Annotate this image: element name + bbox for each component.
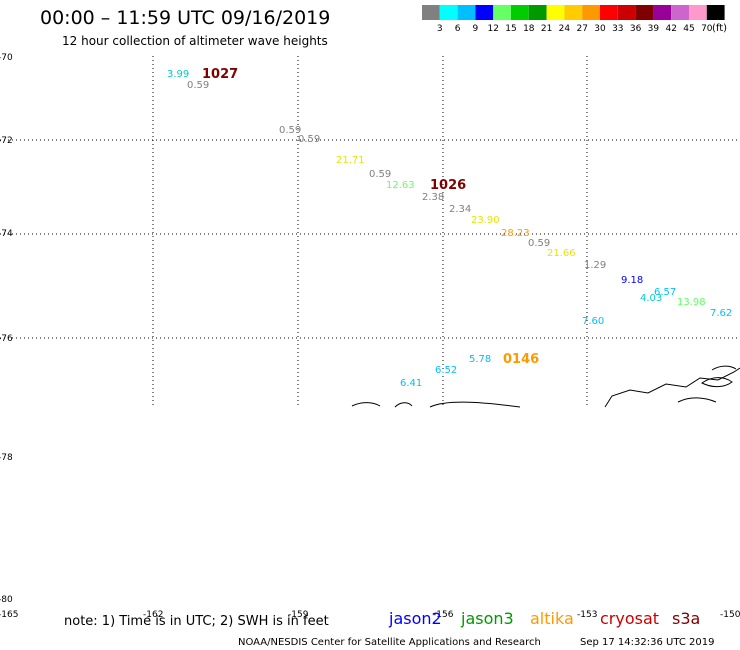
colorbar-swatch (493, 5, 511, 20)
pass-time-label: 0146 (503, 352, 539, 367)
coastline-segment (429, 401, 521, 408)
wave-height-value: 0.59 (298, 134, 320, 145)
map-subtitle: 12 hour collection of altimeter wave hei… (62, 34, 328, 48)
satellite-altika: altika (530, 609, 574, 628)
lon-label: -150 (720, 610, 740, 620)
wave-height-value: 9.18 (621, 275, 643, 286)
wave-height-value: 2.38 (422, 192, 444, 203)
lat-label: -78 (0, 453, 13, 463)
wave-height-value: 7.62 (710, 308, 732, 319)
colorbar-swatch (600, 5, 618, 20)
footer-note: note: 1) Time is in UTC; 2) SWH is in fe… (64, 614, 329, 629)
colorbar-swatch (653, 5, 672, 20)
colorbar-label: 3 (437, 24, 443, 34)
colorbar-swatch (475, 5, 494, 20)
colorbar-swatch (528, 5, 547, 20)
colorbar-label: 33 (612, 24, 623, 34)
colorbar-label: 9 (473, 24, 479, 34)
colorbar-label: 27 (576, 24, 587, 34)
colorbar-label: 12 (487, 24, 498, 34)
coastline-segment (394, 402, 413, 408)
lon-label: -165 (0, 610, 18, 620)
lon-label: -156 (433, 610, 454, 620)
colorbar-label: 21 (541, 24, 552, 34)
colorbar-swatch (706, 5, 725, 20)
satellite-jason3: jason3 (460, 609, 514, 628)
pass-time-labels: 1027 1026 0146 (202, 67, 539, 367)
credit-line: NOAA/NESDIS Center for Satellite Applica… (238, 637, 541, 648)
colorbar-label: 15 (505, 24, 516, 34)
wave-height-value: 21.66 (547, 248, 576, 259)
lat-label: -74 (0, 229, 13, 239)
coastline-segment (351, 402, 381, 407)
wave-height-value: 21.71 (336, 155, 365, 166)
lat-label: -72 (0, 136, 13, 146)
lat-label: -80 (0, 595, 13, 605)
coastline-segment (604, 367, 740, 408)
pass-time-label: 1026 (430, 178, 466, 193)
colorbar-swatch (457, 5, 476, 20)
wave-height-value: 7.60 (582, 316, 604, 327)
wave-height-value: 2.34 (449, 204, 471, 215)
pass-time-label: 1027 (202, 67, 238, 82)
satellite-legend: jason2 jason3 altika cryosat s3a (388, 609, 700, 628)
colorbar-swatch (439, 5, 458, 20)
colorbar-swatch (582, 5, 600, 20)
coastline-segment (677, 397, 717, 403)
satellite-jason2: jason2 (388, 609, 442, 628)
colorbar-swatch (635, 5, 654, 20)
lat-label: -76 (0, 334, 13, 344)
colorbar-swatch (689, 5, 707, 20)
wave-height-value: 3.99 (167, 69, 189, 80)
generated-timestamp: Sep 17 14:32:36 UTC 2019 (580, 637, 714, 648)
satellite-s3a: s3a (672, 609, 700, 628)
wave-height-value: 23.90 (471, 215, 500, 226)
lon-label: -162 (143, 610, 163, 620)
wave-height-value: 13.98 (677, 297, 706, 308)
colorbar-label: 18 (523, 24, 535, 34)
colorbar-label: 42 (665, 24, 676, 34)
colorbar-swatch (422, 5, 440, 20)
wave-height-value: 1.29 (584, 260, 606, 271)
lat-label: -70 (0, 53, 13, 63)
colorbar-label: 6 (455, 24, 461, 34)
colorbar-label: 39 (648, 24, 660, 34)
colorbar-legend: 3 6 9 12 15 18 21 24 27 30 33 36 39 42 45 70 (422, 5, 725, 34)
wave-height-value: 6.57 (654, 287, 676, 298)
colorbar-label: 70 (701, 24, 713, 34)
observation-labels: 3.99 0.59 0.59 0.59 21.71 0.59 12.63 2.3… (167, 69, 732, 389)
colorbar-swatch (511, 5, 529, 20)
lon-label: -153 (577, 610, 597, 620)
map-grid (0, 56, 740, 407)
colorbar-swatch (617, 5, 636, 20)
colorbar-label: 24 (559, 24, 571, 34)
map-title: 00:00 – 11:59 UTC 09/16/2019 (40, 7, 330, 29)
wave-height-value: 6.52 (435, 365, 457, 376)
wave-height-value: 6.41 (400, 378, 422, 389)
coastline-segment (701, 377, 733, 388)
wave-height-value: 4.03 (640, 293, 662, 304)
coastline (351, 365, 740, 408)
wave-height-value: 0.59 (369, 169, 391, 180)
wave-height-value: 28.23 (501, 228, 530, 239)
colorbar-label: 36 (630, 24, 642, 34)
colorbar-label: 30 (594, 24, 606, 34)
lon-label: -159 (288, 610, 309, 620)
wave-height-value: 0.59 (187, 80, 209, 91)
colorbar-swatch (671, 5, 689, 20)
wave-height-value: 0.59 (528, 238, 550, 249)
colorbar-unit-label: (ft) (712, 23, 727, 34)
wave-height-value: 5.78 (469, 354, 491, 365)
wave-height-value: 12.63 (386, 180, 415, 191)
colorbar-swatch (564, 5, 583, 20)
wave-height-value: 0.59 (279, 125, 301, 136)
coastline-segment (711, 365, 737, 371)
colorbar-swatch (546, 5, 565, 20)
satellite-cryosat: cryosat (600, 609, 659, 628)
colorbar-label: 45 (683, 24, 694, 34)
